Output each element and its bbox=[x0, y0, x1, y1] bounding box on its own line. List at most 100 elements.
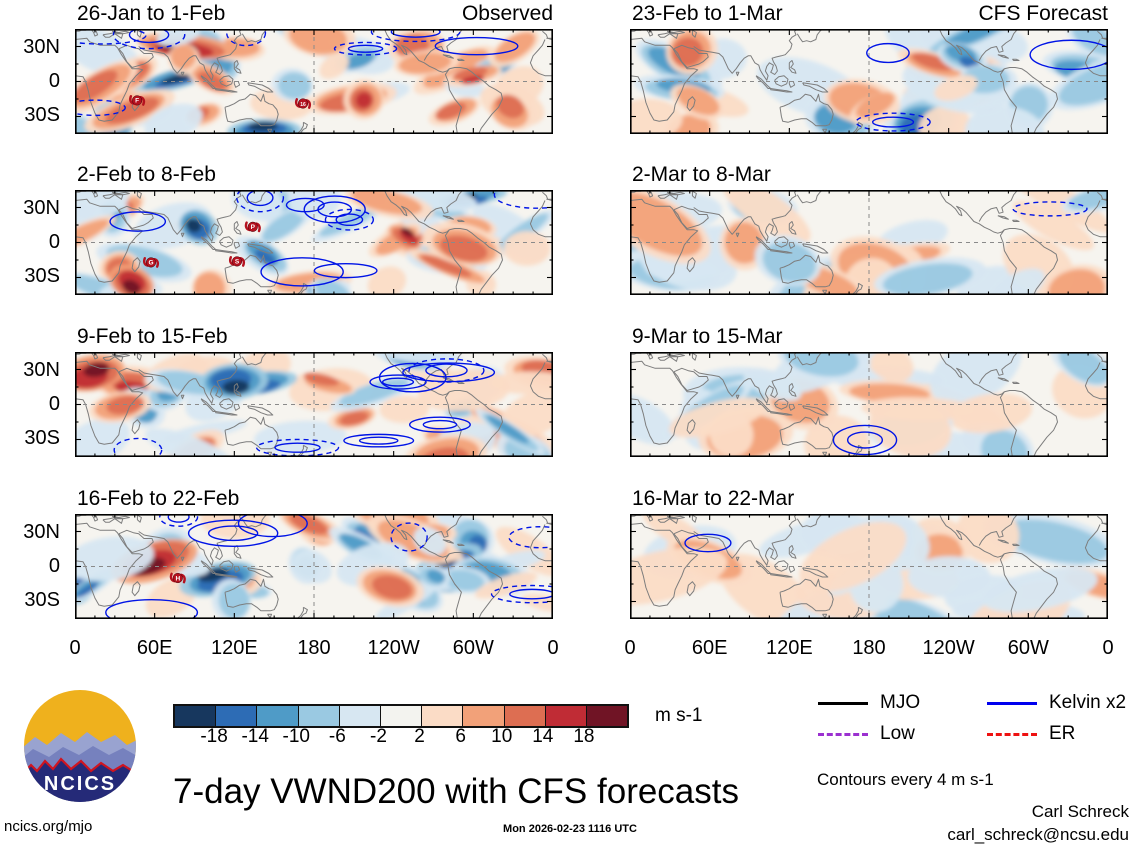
legend-item-kelvin-x2: Kelvin x2 bbox=[987, 692, 1126, 714]
colorbar-cell bbox=[504, 706, 546, 726]
map-panel-forecast-2-mar-to-8-mar bbox=[630, 190, 1108, 300]
colorbar-cell bbox=[298, 706, 340, 726]
wave-legend: MJO Kelvin x2 Low ER bbox=[818, 692, 1126, 745]
colorbar-cell bbox=[586, 706, 628, 726]
x-axis-label-0: 0 bbox=[69, 637, 81, 659]
colorbar-tick-label: -6 bbox=[328, 726, 346, 747]
y-axis-label-0: 0 bbox=[48, 70, 60, 92]
colorbar-tick-label: -10 bbox=[282, 726, 310, 747]
colorbar-tick-label: 18 bbox=[573, 726, 595, 747]
colorbar-tick-label: -18 bbox=[200, 726, 228, 747]
colorbar-cell bbox=[339, 706, 381, 726]
legend-label: ER bbox=[1049, 723, 1076, 744]
colorbar-cell bbox=[545, 706, 587, 726]
generation-timestamp: Mon 2026-02-23 1116 UTC bbox=[503, 823, 637, 835]
panel-title: 2-Mar to 8-Mar bbox=[632, 163, 771, 186]
credit-name: Carl Schreck bbox=[1031, 802, 1129, 821]
panel-title: 16-Feb to 22-Feb bbox=[77, 487, 240, 510]
y-axis-label-0: 0 bbox=[48, 231, 60, 253]
x-axis-label-120e: 120E bbox=[210, 637, 258, 659]
legend-item-mjo: MJO bbox=[818, 692, 987, 714]
tropical-cyclone-marker-F: F bbox=[129, 95, 146, 106]
ncics-logo: NCICS bbox=[24, 690, 136, 802]
x-axis-label-60w: 60W bbox=[1007, 637, 1049, 659]
x-axis-label-0: 0 bbox=[624, 637, 636, 659]
y-axis-label-30n: 30N bbox=[23, 359, 60, 381]
colorbar-tick-label: -14 bbox=[241, 726, 269, 747]
map-panel-forecast-23-feb-to-1-mar bbox=[630, 29, 1108, 139]
svg-text:H: H bbox=[175, 575, 180, 582]
y-axis-label-30n: 30N bbox=[23, 36, 60, 58]
map-panel-observed-9-feb-to-15-feb bbox=[75, 352, 553, 462]
column-header-cfs-forecast: CFS Forecast bbox=[978, 2, 1108, 25]
colorbar-tick-label: -2 bbox=[370, 726, 387, 747]
legend-line-swatch bbox=[987, 732, 1037, 736]
legend-line-swatch bbox=[818, 701, 868, 705]
y-axis-label-30s: 30S bbox=[24, 589, 60, 611]
colorbar-cell bbox=[257, 706, 299, 726]
svg-text:F: F bbox=[135, 98, 139, 105]
svg-text:G: G bbox=[148, 260, 153, 267]
legend-item-er: ER bbox=[987, 723, 1126, 745]
colorbar bbox=[173, 704, 629, 728]
map-panel-forecast-9-mar-to-15-mar bbox=[630, 352, 1108, 462]
panel-title: 9-Mar to 15-Mar bbox=[632, 325, 783, 348]
panel-title: 9-Feb to 15-Feb bbox=[77, 325, 228, 348]
site-url: ncics.org/mjo bbox=[4, 818, 93, 835]
x-axis-label-0: 0 bbox=[1102, 637, 1114, 659]
x-axis-label-180: 180 bbox=[297, 637, 331, 659]
x-axis-label-120e: 120E bbox=[765, 637, 813, 659]
colorbar-cell bbox=[463, 706, 505, 726]
svg-text:16: 16 bbox=[300, 102, 306, 108]
x-axis-label-180: 180 bbox=[852, 637, 886, 659]
x-axis-label-60w: 60W bbox=[452, 637, 494, 659]
legend-label: Low bbox=[880, 723, 915, 744]
colorbar-unit-label: m s-1 bbox=[655, 705, 703, 726]
logo-text: NCICS bbox=[44, 773, 116, 795]
legend-item-low: Low bbox=[818, 723, 987, 745]
colorbar-cell bbox=[216, 706, 258, 726]
map-panel-observed-2-feb-to-8-feb: P G S bbox=[75, 190, 553, 300]
panel-title: 16-Mar to 22-Mar bbox=[632, 487, 795, 510]
legend-label: Kelvin x2 bbox=[1049, 692, 1127, 713]
colorbar-cell bbox=[175, 706, 217, 726]
y-axis-label-30n: 30N bbox=[23, 521, 60, 543]
y-axis-label-30s: 30S bbox=[24, 104, 60, 126]
colorbar-tick-label: 10 bbox=[491, 726, 513, 747]
colorbar-tick-label: 2 bbox=[414, 726, 425, 747]
y-axis-label-0: 0 bbox=[48, 393, 60, 415]
credit-email: carl_schreck@ncsu.edu bbox=[947, 825, 1129, 844]
colorbar-tick-label: 6 bbox=[455, 726, 466, 747]
tropical-cyclone-marker-H: H bbox=[169, 572, 186, 584]
credit-block: Carl Schreck carl_schreck@ncsu.edu bbox=[947, 800, 1129, 844]
map-panel-observed-26-jan-to-1-feb: F 16 bbox=[75, 29, 553, 139]
colorbar-cell bbox=[422, 706, 464, 726]
column-header-observed: Observed bbox=[461, 2, 553, 25]
y-axis-label-30s: 30S bbox=[24, 265, 60, 287]
tropical-cyclone-marker-S: S bbox=[228, 256, 246, 267]
panel-title: 2-Feb to 8-Feb bbox=[77, 163, 216, 186]
x-axis-label-0: 0 bbox=[547, 637, 559, 659]
map-panel-observed-16-feb-to-22-feb: H bbox=[75, 514, 553, 624]
legend-line-swatch bbox=[818, 732, 868, 736]
y-axis-label-0: 0 bbox=[48, 555, 60, 577]
y-axis-label-30n: 30N bbox=[23, 197, 60, 219]
colorbar-cell bbox=[380, 706, 423, 726]
contour-interval-note: Contours every 4 m s-1 bbox=[817, 770, 994, 789]
x-axis-label-60e: 60E bbox=[136, 637, 173, 659]
tropical-cyclone-marker-16: 16 bbox=[294, 98, 312, 109]
x-axis-label-60e: 60E bbox=[691, 637, 728, 659]
tropical-cyclone-marker-P: P bbox=[244, 221, 261, 233]
panel-title: 23-Feb to 1-Mar bbox=[632, 2, 783, 25]
svg-text:P: P bbox=[251, 224, 256, 231]
svg-text:S: S bbox=[235, 259, 240, 266]
map-panel-forecast-16-mar-to-22-mar bbox=[630, 514, 1108, 624]
legend-line-swatch bbox=[987, 701, 1037, 705]
x-axis-label-120w: 120W bbox=[367, 637, 420, 659]
y-axis-label-30s: 30S bbox=[24, 427, 60, 449]
legend-label: MJO bbox=[880, 692, 921, 713]
x-axis-label-120w: 120W bbox=[922, 637, 975, 659]
panel-title: 26-Jan to 1-Feb bbox=[77, 2, 226, 25]
tropical-cyclone-marker-G: G bbox=[142, 257, 160, 268]
